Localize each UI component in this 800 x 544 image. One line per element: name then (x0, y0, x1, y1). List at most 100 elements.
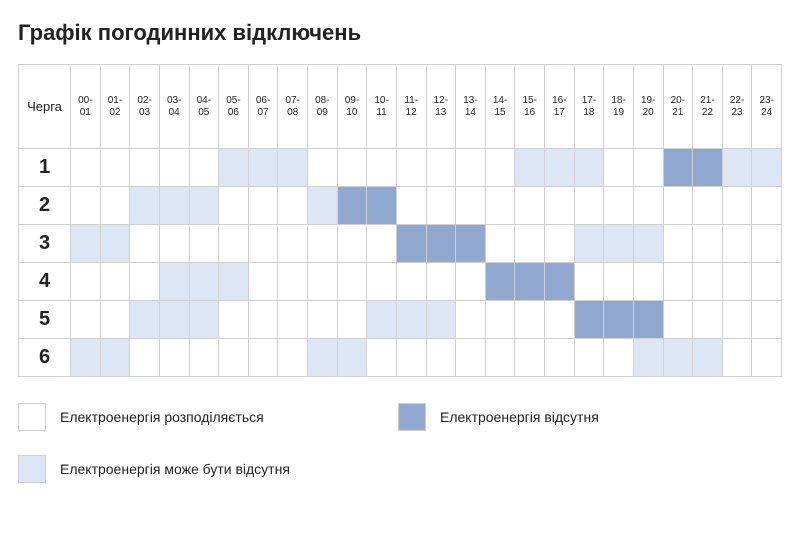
schedule-cell (574, 149, 604, 187)
table-row: 1 (19, 149, 782, 187)
queue-label: 1 (19, 149, 71, 187)
schedule-cell (219, 225, 249, 263)
schedule-cell (278, 263, 308, 301)
schedule-cell (663, 301, 693, 339)
legend-label-off: Електроенергія відсутня (440, 409, 599, 425)
schedule-cell (367, 225, 397, 263)
schedule-cell (278, 149, 308, 187)
schedule-cell (71, 149, 101, 187)
schedule-cell (604, 301, 634, 339)
schedule-cell (693, 339, 723, 377)
queue-label: 2 (19, 187, 71, 225)
schedule-cell (130, 187, 160, 225)
hour-column-header: 20-21 (663, 65, 693, 149)
schedule-cell (71, 187, 101, 225)
hour-column-header: 00-01 (71, 65, 101, 149)
schedule-cell (604, 339, 634, 377)
schedule-cell (574, 225, 604, 263)
legend-item-none: Електроенергія розподіляється (18, 403, 398, 431)
table-row: 6 (19, 339, 782, 377)
schedule-cell (574, 301, 604, 339)
schedule-cell (100, 263, 130, 301)
schedule-cell (71, 339, 101, 377)
schedule-cell (337, 263, 367, 301)
schedule-cell (278, 339, 308, 377)
schedule-cell (426, 301, 456, 339)
schedule-cell (337, 225, 367, 263)
schedule-cell (219, 301, 249, 339)
schedule-cell (545, 149, 575, 187)
queue-label: 5 (19, 301, 71, 339)
schedule-cell (159, 225, 189, 263)
schedule-cell (752, 263, 782, 301)
hour-column-header: 22-23 (722, 65, 752, 149)
hour-column-header: 04-05 (189, 65, 219, 149)
schedule-cell (159, 301, 189, 339)
schedule-cell (71, 225, 101, 263)
schedule-cell (485, 225, 515, 263)
table-row: 4 (19, 263, 782, 301)
hour-column-header: 23-24 (752, 65, 782, 149)
schedule-cell (663, 187, 693, 225)
hour-column-header: 17-18 (574, 65, 604, 149)
schedule-cell (485, 187, 515, 225)
schedule-cell (367, 149, 397, 187)
schedule-cell (604, 187, 634, 225)
schedule-cell (693, 225, 723, 263)
schedule-cell (337, 149, 367, 187)
schedule-cell (308, 149, 338, 187)
legend-item-maybe: Електроенергія може бути відсутня (18, 455, 398, 483)
schedule-cell (426, 339, 456, 377)
schedule-cell (130, 339, 160, 377)
legend-label-maybe: Електроенергія може бути відсутня (60, 461, 290, 477)
schedule-cell (722, 263, 752, 301)
schedule-cell (722, 149, 752, 187)
schedule-cell (633, 263, 663, 301)
schedule-cell (604, 149, 634, 187)
schedule-cell (633, 187, 663, 225)
hour-column-header: 02-03 (130, 65, 160, 149)
schedule-cell (337, 339, 367, 377)
schedule-cell (752, 149, 782, 187)
schedule-cell (278, 301, 308, 339)
schedule-cell (722, 301, 752, 339)
schedule-cell (752, 339, 782, 377)
schedule-cell (100, 187, 130, 225)
outage-schedule-table: Черга 00-0101-0202-0303-0404-0505-0606-0… (18, 64, 782, 377)
schedule-cell (219, 187, 249, 225)
legend-swatch-maybe (18, 455, 46, 483)
schedule-cell (219, 339, 249, 377)
table-row: 5 (19, 301, 782, 339)
schedule-cell (426, 149, 456, 187)
schedule-cell (604, 225, 634, 263)
schedule-cell (663, 149, 693, 187)
schedule-cell (515, 149, 545, 187)
schedule-cell (248, 225, 278, 263)
schedule-cell (515, 301, 545, 339)
schedule-cell (456, 187, 486, 225)
schedule-cell (574, 339, 604, 377)
schedule-cell (396, 339, 426, 377)
schedule-cell (426, 225, 456, 263)
schedule-cell (396, 187, 426, 225)
schedule-cell (426, 187, 456, 225)
schedule-cell (308, 263, 338, 301)
schedule-cell (367, 187, 397, 225)
hour-column-header: 05-06 (219, 65, 249, 149)
schedule-cell (100, 225, 130, 263)
schedule-cell (189, 301, 219, 339)
table-row: 3 (19, 225, 782, 263)
legend-item-off: Електроенергія відсутня (398, 403, 778, 431)
schedule-cell (663, 263, 693, 301)
schedule-cell (545, 187, 575, 225)
queue-column-header: Черга (19, 65, 71, 149)
hour-column-header: 12-13 (426, 65, 456, 149)
schedule-cell (130, 225, 160, 263)
schedule-cell (308, 225, 338, 263)
schedule-cell (308, 187, 338, 225)
hour-column-header: 10-11 (367, 65, 397, 149)
schedule-cell (396, 301, 426, 339)
schedule-cell (278, 225, 308, 263)
schedule-cell (159, 263, 189, 301)
schedule-cell (663, 225, 693, 263)
